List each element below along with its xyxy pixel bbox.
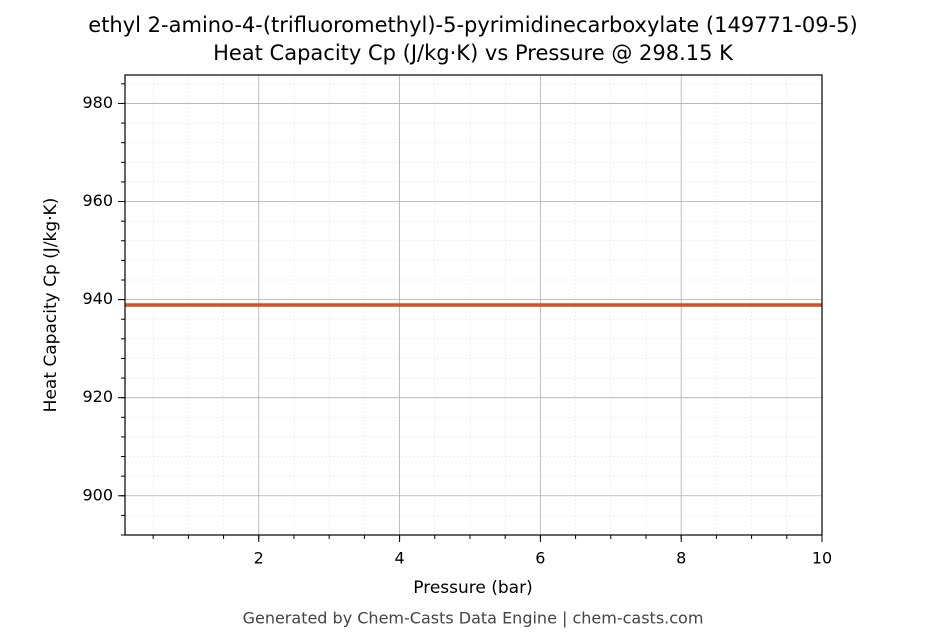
y-tick-label: 920 xyxy=(82,387,113,406)
plot-frame xyxy=(124,74,823,536)
x-tick-label: 8 xyxy=(676,549,686,568)
y-tick-label: 940 xyxy=(82,289,113,308)
x-tick-label: 10 xyxy=(812,549,832,568)
x-tick-label: 4 xyxy=(394,549,404,568)
chart-title: ethyl 2-amino-4-(trifluoromethyl)-5-pyri… xyxy=(88,13,857,37)
y-tick-label: 900 xyxy=(82,485,113,504)
y-axis-label: Heat Capacity Cp (J/kg·K) xyxy=(41,198,61,413)
y-tick-label: 980 xyxy=(82,93,113,112)
x-tick-label: 2 xyxy=(254,549,264,568)
x-axis-label: Pressure (bar) xyxy=(413,578,532,598)
footer: Generated by Chem-Casts Data Engine | ch… xyxy=(243,609,704,628)
y-tick-label: 960 xyxy=(82,191,113,210)
chart-subtitle: Heat Capacity Cp (J/kg·K) vs Pressure @ … xyxy=(213,41,734,65)
x-tick-label: 6 xyxy=(535,549,545,568)
